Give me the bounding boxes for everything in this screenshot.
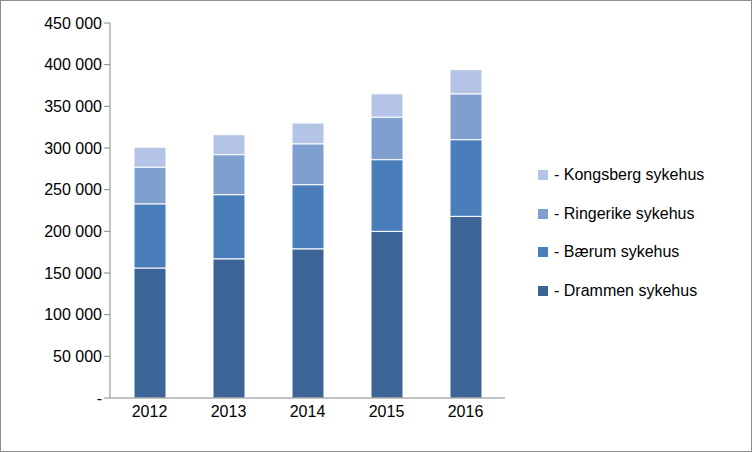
svg-text:350 000: 350 000 [44,98,102,115]
svg-text:2016: 2016 [448,403,484,420]
svg-text:450 000: 450 000 [44,15,102,32]
svg-text:2014: 2014 [290,403,326,420]
svg-text:200 000: 200 000 [44,223,102,240]
svg-text:2015: 2015 [369,403,405,420]
svg-text:-: - [97,390,102,407]
svg-text:300 000: 300 000 [44,140,102,157]
html-text:- Kongsberg sykehus: - Kongsberg sykehus [554,166,705,184]
svg-text:400 000: 400 000 [44,56,102,73]
html-text:- Ringerike sykehus: - Ringerike sykehus [554,204,695,222]
html-text:- Drammen sykehus: - Drammen sykehus [554,281,698,299]
svg-text:2012: 2012 [132,403,168,420]
svg-text:250 000: 250 000 [44,181,102,198]
svg-text:150 000: 150 000 [44,265,102,282]
svg-text:2013: 2013 [211,403,247,420]
svg-text:50 000: 50 000 [53,348,102,365]
svg-text:100 000: 100 000 [44,306,102,323]
html-text:- Bærum sykehus: - Bærum sykehus [554,243,680,261]
